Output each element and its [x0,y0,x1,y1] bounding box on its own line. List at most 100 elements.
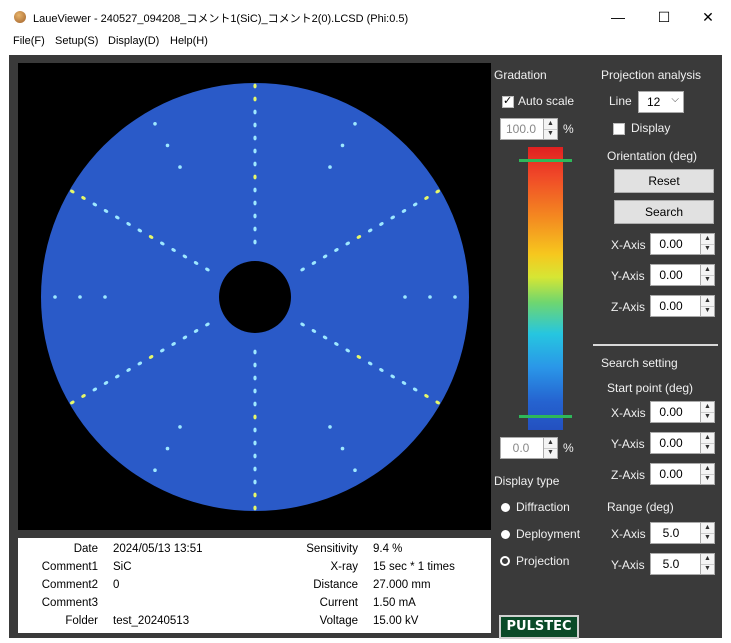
diffraction-spot [367,361,373,366]
diffraction-label: Diffraction [516,500,570,514]
reset-button[interactable]: Reset [614,169,714,193]
diffraction-spot [70,400,75,405]
minimize-button[interactable]: — [611,9,625,25]
chevron-down-icon[interactable]: ▼ [704,565,711,572]
gradation-min-percent: % [563,441,574,455]
range-y-label: Y-Axis [611,558,645,572]
date-value: 2024/05/13 13:51 [113,543,203,555]
chevron-up-icon[interactable]: ▲ [701,464,714,475]
display-label: Display [631,121,671,135]
diffraction-spot [328,165,332,169]
chevron-down-icon[interactable]: ▼ [704,475,711,482]
diffraction-spot [379,368,384,372]
diffraction-spot [253,122,257,128]
menu-file[interactable]: File(F) [13,35,45,47]
menu-setup[interactable]: Setup(S) [55,35,99,47]
diffraction-spot [165,446,170,451]
radio-deployment[interactable] [501,530,510,539]
display-type-title: Display type [494,474,560,488]
comment2-label: Comment2 [41,579,98,591]
chevron-up-icon[interactable]: ▲ [701,402,714,413]
diffraction-spot [205,267,210,272]
chevron-up-icon[interactable]: ▲ [544,438,557,449]
search-button[interactable]: Search [614,200,714,224]
chevron-down-icon[interactable]: ▼ [547,130,554,137]
diffraction-spot [171,342,176,346]
radio-diffraction[interactable] [501,503,510,512]
chevron-down-icon[interactable]: ▼ [704,413,711,420]
chevron-down-icon[interactable]: ▼ [704,245,711,252]
search-setting-title: Search setting [601,356,678,370]
chevron-up-icon[interactable]: ▲ [701,265,714,276]
diffraction-spot [253,388,257,394]
orientation-x-label: X-Axis [611,238,646,252]
diffraction-spot [328,425,332,429]
diffraction-spot [178,425,182,429]
diffraction-spot [340,446,345,451]
orientation-x-spinner[interactable]: 0.00 ▲ ▼ [650,233,715,255]
comment3-label: Comment3 [41,597,98,609]
gradation-min-marker[interactable] [519,415,572,418]
menu-help[interactable]: Help(H) [170,35,208,47]
window-title: LaueViewer - 240527_094208_コメント1(SiC)_コメ… [33,13,409,25]
range-y-spinner[interactable]: 5.0 ▲ ▼ [650,553,715,575]
voltage-label: Voltage [319,615,358,627]
diffraction-spot [70,189,75,194]
radio-projection[interactable] [500,556,510,566]
range-y-value: 5.0 [662,557,680,571]
pulstec-logo: PULSTEC [499,615,579,639]
start-y-spinner[interactable]: 0.00 ▲ ▼ [650,432,715,454]
chevron-down-icon[interactable]: ▼ [704,307,711,314]
sensitivity-label: Sensitivity [306,543,358,555]
chevron-up-icon[interactable]: ▲ [701,234,714,245]
diffraction-spot [412,202,418,207]
start-z-spinner[interactable]: 0.00 ▲ ▼ [650,463,715,485]
chevron-down-icon[interactable]: ▼ [547,449,554,456]
auto-scale-checkbox[interactable] [502,94,514,108]
menu-display[interactable]: Display(D) [108,35,160,47]
chevron-up-icon[interactable]: ▲ [701,433,714,444]
diffraction-spot [428,295,432,299]
diffraction-spot [253,362,257,368]
orientation-z-spinner[interactable]: 0.00 ▲ ▼ [650,295,715,317]
diffraction-spot [390,374,395,379]
gradation-max-spinner[interactable]: 100.0 ▲ ▼ [500,118,558,140]
diffraction-spot [92,202,98,207]
main-area: Date 2024/05/13 13:51 Comment1 SiC Comme… [9,55,722,639]
display-checkbox[interactable] [613,123,625,135]
diffraction-spot [92,387,98,392]
diffraction-spot [253,96,257,102]
gradation-max-marker[interactable] [519,159,572,162]
range-x-spinner[interactable]: 5.0 ▲ ▼ [650,522,715,544]
diffraction-spot [78,295,82,299]
diffraction-spot [178,165,182,169]
chevron-up-icon[interactable]: ▲ [544,119,557,130]
chevron-up-icon[interactable]: ▲ [701,296,714,307]
chevron-up-icon[interactable]: ▲ [701,523,714,534]
chevron-up-icon[interactable]: ▲ [701,554,714,565]
chevron-down-icon[interactable]: ▼ [704,534,711,541]
start-x-spinner[interactable]: 0.00 ▲ ▼ [650,401,715,423]
laue-image-canvas[interactable] [18,63,491,530]
xray-label: X-ray [330,561,358,573]
line-select[interactable]: 12 ⌵ [638,91,684,113]
diffraction-spot [334,342,339,346]
diffraction-spot [345,348,350,353]
start-y-value: 0.00 [659,436,683,450]
chevron-down-icon[interactable]: ▼ [704,444,711,451]
maximize-button[interactable]: ☐ [657,9,671,25]
color-scale-bar [528,147,563,430]
menu-bar: File(F) Setup(S) Display(D) Help(H) [0,32,731,52]
gradation-min-value: 0.0 [512,441,530,455]
diffraction-spot [193,261,199,265]
diffraction-spot [193,329,199,333]
line-label: Line [609,94,632,108]
diffraction-spot [253,427,257,433]
start-z-label: Z-Axis [611,468,645,482]
chevron-down-icon[interactable]: ▼ [704,276,711,283]
close-button[interactable]: ✕ [702,9,714,25]
orientation-y-spinner[interactable]: 0.00 ▲ ▼ [650,264,715,286]
gradation-min-spinner[interactable]: 0.0 ▲ ▼ [500,437,558,459]
diffraction-spot [322,254,328,259]
gradation-max-percent: % [563,122,574,136]
